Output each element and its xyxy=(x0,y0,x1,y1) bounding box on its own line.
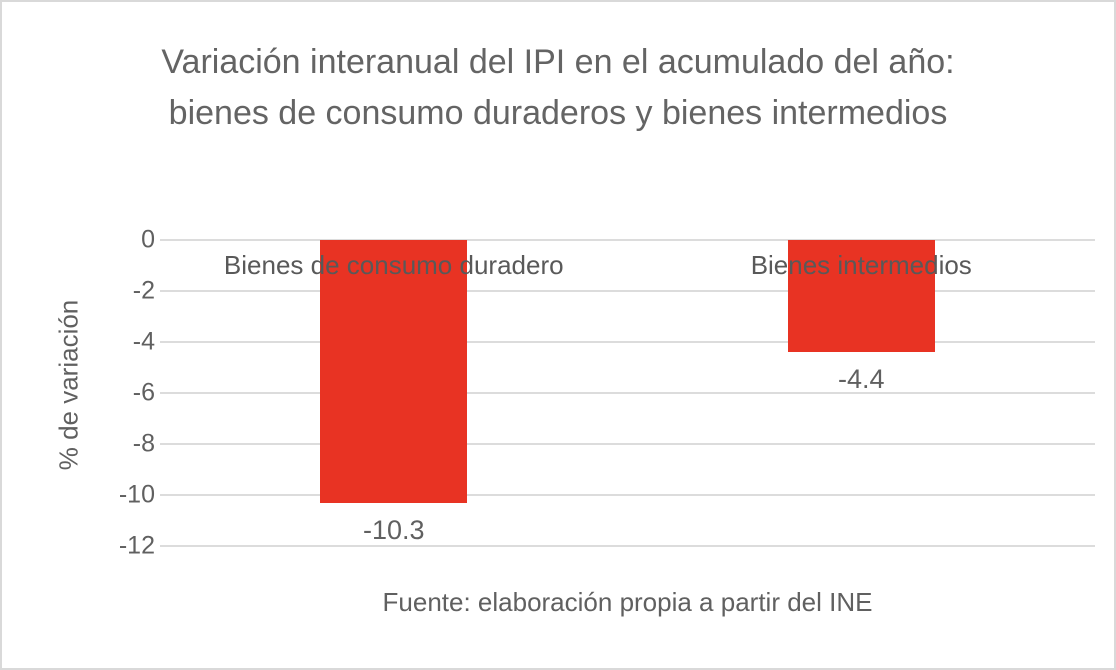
gridline xyxy=(160,494,1095,496)
gridline xyxy=(160,341,1095,343)
chart-title: Variación interanual del IPI en el acumu… xyxy=(161,43,955,132)
source-note: Fuente: elaboración propia a partir del … xyxy=(382,587,873,617)
bar-1 xyxy=(320,240,468,503)
gridline xyxy=(160,443,1095,445)
category-label-2: Bienes intermedios xyxy=(750,250,972,280)
bar-2 xyxy=(787,240,935,353)
gridline xyxy=(160,239,1095,241)
y-tick-label: -8 xyxy=(132,429,155,458)
y-tick-label: -10 xyxy=(118,480,155,509)
gridline xyxy=(160,392,1095,394)
y-tick-label: -4 xyxy=(132,327,155,356)
y-tick-label: -12 xyxy=(118,531,155,560)
data-label-2: -4.4 xyxy=(837,364,885,395)
category-label-1: Bienes de consumo duradero xyxy=(223,250,564,280)
y-tick-label: 0 xyxy=(141,225,155,254)
plot-area: Bienes de consumo duradero -10.3 Bienes in… xyxy=(160,239,1095,547)
y-tick-label: -6 xyxy=(132,378,155,407)
y-tick-label: -2 xyxy=(132,276,155,305)
gridline xyxy=(160,290,1095,292)
y-axis-ticks: 0 -2 -4 -6 -8 -10 -12 xyxy=(62,226,155,560)
data-label-1: -10.3 xyxy=(362,514,425,545)
gridline xyxy=(160,545,1095,547)
